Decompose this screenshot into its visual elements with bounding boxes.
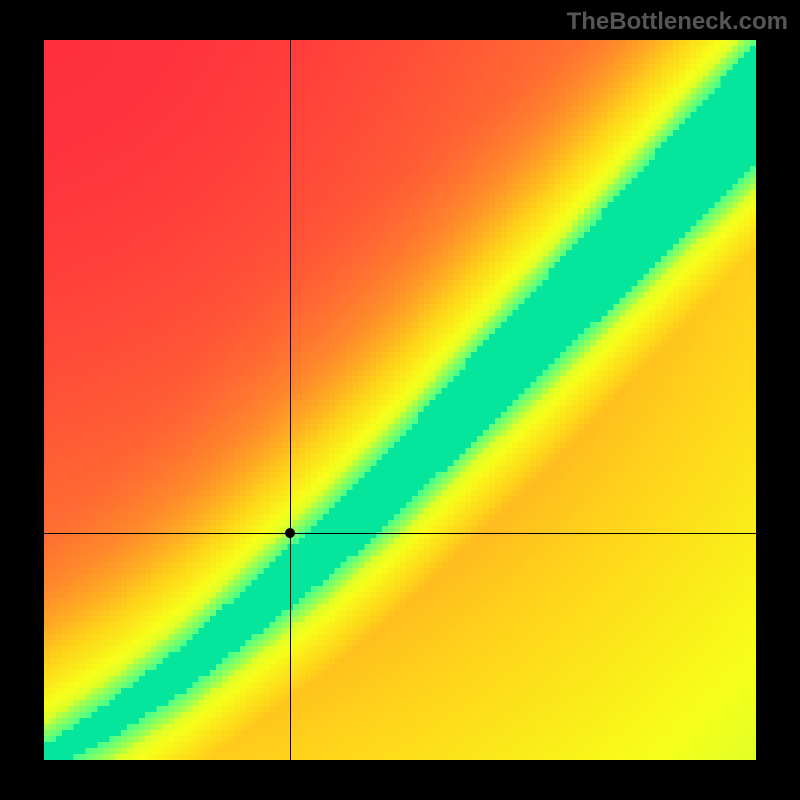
crosshair-horizontal [44,533,756,534]
watermark-text: TheBottleneck.com [567,8,788,36]
crosshair-vertical [290,40,291,760]
bottleneck-heatmap [44,40,756,760]
